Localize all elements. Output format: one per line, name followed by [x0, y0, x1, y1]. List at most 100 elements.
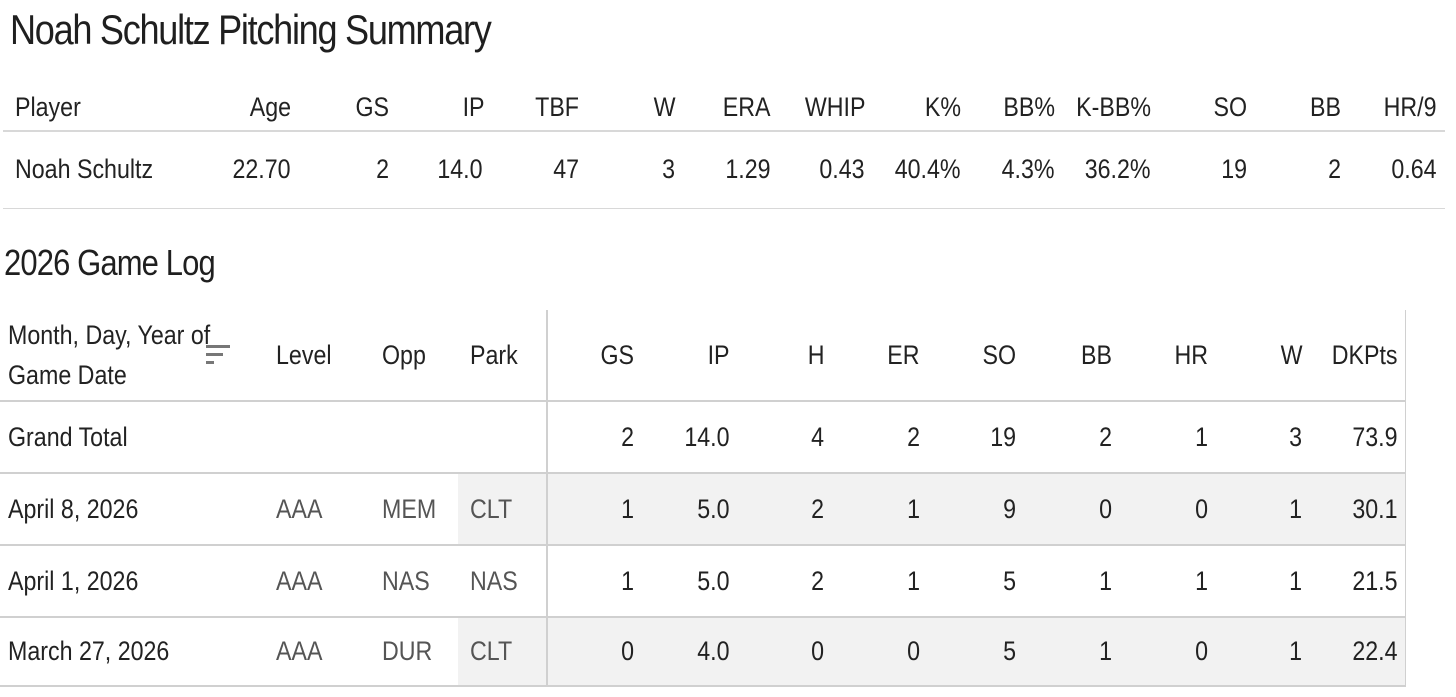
- summary-data-row: Noah Schultz 22.70 2 14.0 47 3 1.29 0.43…: [3, 130, 1445, 209]
- grand-total-bb: 2: [1099, 421, 1112, 452]
- grand-total-ip: 14.0: [684, 421, 730, 452]
- game-so: 5: [1003, 636, 1016, 666]
- header-park[interactable]: Park: [470, 339, 518, 370]
- table-row[interactable]: March 27, 2026 AAA DUR CLT 0 4.0 0 0 5 1…: [0, 618, 1405, 687]
- summary-whip: 0.43: [819, 153, 865, 184]
- table-row[interactable]: April 8, 2026 AAA MEM CLT 1 5.0 2 1 9 0 …: [0, 474, 1405, 546]
- summary-header-hr9[interactable]: HR/9: [1384, 91, 1437, 122]
- summary-header-age[interactable]: Age: [249, 91, 291, 122]
- summary-header-ip[interactable]: IP: [463, 91, 485, 122]
- header-bb[interactable]: BB: [1081, 339, 1112, 370]
- header-ip[interactable]: IP: [708, 339, 730, 370]
- game-gs: 0: [621, 636, 634, 666]
- summary-header-bb[interactable]: BB: [1310, 91, 1341, 122]
- game-bb: 1: [1099, 636, 1112, 666]
- game-date: March 27, 2026: [8, 636, 170, 666]
- summary-k-bb-pct: 36.2%: [1085, 153, 1151, 184]
- game-log-table: Month, Day, Year of Game Date Level Opp …: [0, 310, 1406, 687]
- game-h: 2: [811, 565, 824, 596]
- game-ip: 4.0: [697, 636, 730, 666]
- header-er[interactable]: ER: [887, 339, 920, 370]
- summary-age: 22.70: [232, 153, 291, 184]
- grand-total-h: 4: [811, 421, 824, 452]
- game-w: 1: [1289, 493, 1302, 524]
- header-opp[interactable]: Opp: [382, 339, 426, 370]
- game-hr: 0: [1195, 493, 1208, 524]
- summary-header-k-bb-pct[interactable]: K-BB%: [1076, 91, 1151, 122]
- game-dkpts: 22.4: [1352, 636, 1398, 666]
- header-h[interactable]: H: [807, 339, 824, 370]
- summary-bb: 2: [1328, 153, 1341, 184]
- game-opp: NAS: [382, 565, 430, 596]
- summary-tbf: 47: [553, 153, 579, 184]
- sort-icon[interactable]: [206, 343, 232, 369]
- game-opp: DUR: [382, 636, 433, 666]
- game-ip: 5.0: [697, 565, 730, 596]
- summary-hr9: 0.64: [1391, 153, 1437, 184]
- summary-bb-pct: 4.3%: [1002, 153, 1055, 184]
- grand-total-dkpts: 73.9: [1352, 421, 1398, 452]
- grand-total-label: Grand Total: [8, 421, 128, 452]
- game-w: 1: [1289, 636, 1302, 666]
- summary-header-tbf[interactable]: TBF: [535, 91, 579, 122]
- game-log-header-row: Month, Day, Year of Game Date Level Opp …: [0, 310, 1405, 402]
- summary-header-player[interactable]: Player: [15, 91, 81, 122]
- game-h: 0: [811, 636, 824, 666]
- header-so[interactable]: SO: [982, 339, 1016, 370]
- header-game-date[interactable]: Month, Day, Year of Game Date: [8, 320, 211, 390]
- summary-header-so[interactable]: SO: [1213, 91, 1247, 122]
- grand-total-row: Grand Total 2 14.0 4 2 19 2 1 3 73.9: [0, 402, 1405, 474]
- game-dkpts: 30.1: [1352, 493, 1398, 524]
- game-level: AAA: [276, 493, 323, 524]
- game-er: 0: [907, 636, 920, 666]
- summary-header-w[interactable]: W: [653, 91, 675, 122]
- summary-table: Player Age GS IP TBF W ERA WHIP K% BB% K…: [3, 84, 1445, 209]
- summary-header-gs[interactable]: GS: [355, 91, 389, 122]
- row-shading: [548, 618, 1405, 685]
- game-bb: 0: [1099, 493, 1112, 524]
- summary-ip: 14.0: [437, 153, 483, 184]
- page-title: Noah Schultz Pitching Summary: [10, 6, 492, 53]
- game-w: 1: [1289, 565, 1302, 596]
- row-shading: [548, 474, 1405, 544]
- summary-player-name: Noah Schultz: [15, 153, 154, 184]
- game-date: April 1, 2026: [8, 565, 139, 596]
- header-level[interactable]: Level: [276, 339, 332, 370]
- game-level: AAA: [276, 636, 323, 666]
- header-gs[interactable]: GS: [600, 339, 634, 370]
- grand-total-gs: 2: [621, 421, 634, 452]
- grand-total-so: 19: [990, 421, 1016, 452]
- summary-header-whip[interactable]: WHIP: [804, 91, 865, 122]
- grand-total-hr: 1: [1195, 421, 1208, 452]
- table-row[interactable]: April 1, 2026 AAA NAS NAS 1 5.0 2 1 5 1 …: [0, 546, 1405, 618]
- game-gs: 1: [621, 565, 634, 596]
- header-hr[interactable]: HR: [1174, 339, 1208, 370]
- summary-header-bb-pct[interactable]: BB%: [1003, 91, 1055, 122]
- grand-total-er: 2: [907, 421, 920, 452]
- game-gs: 1: [621, 493, 634, 524]
- game-level: AAA: [276, 565, 323, 596]
- game-log-title: 2026 Game Log: [4, 242, 216, 283]
- game-park: CLT: [458, 618, 546, 685]
- grand-total-w: 3: [1289, 421, 1302, 452]
- game-park: CLT: [458, 474, 546, 544]
- summary-k-pct: 40.4%: [895, 153, 961, 184]
- game-so: 9: [1003, 493, 1016, 524]
- summary-gs: 2: [376, 153, 389, 184]
- game-opp: MEM: [382, 493, 437, 524]
- summary-so: 19: [1221, 153, 1247, 184]
- header-dkpts[interactable]: DKPts: [1332, 339, 1398, 370]
- summary-w: 3: [662, 153, 675, 184]
- game-hr: 0: [1195, 636, 1208, 666]
- summary-header-era[interactable]: ERA: [723, 91, 771, 122]
- game-dkpts: 21.5: [1352, 565, 1398, 596]
- header-w[interactable]: W: [1280, 339, 1302, 370]
- game-date: April 8, 2026: [8, 493, 139, 524]
- game-er: 1: [907, 565, 920, 596]
- game-h: 2: [811, 493, 824, 524]
- column-divider: [546, 310, 548, 687]
- game-bb: 1: [1099, 565, 1112, 596]
- summary-header-k-pct[interactable]: K%: [924, 91, 961, 122]
- game-ip: 5.0: [697, 493, 730, 524]
- game-park: NAS: [470, 565, 518, 596]
